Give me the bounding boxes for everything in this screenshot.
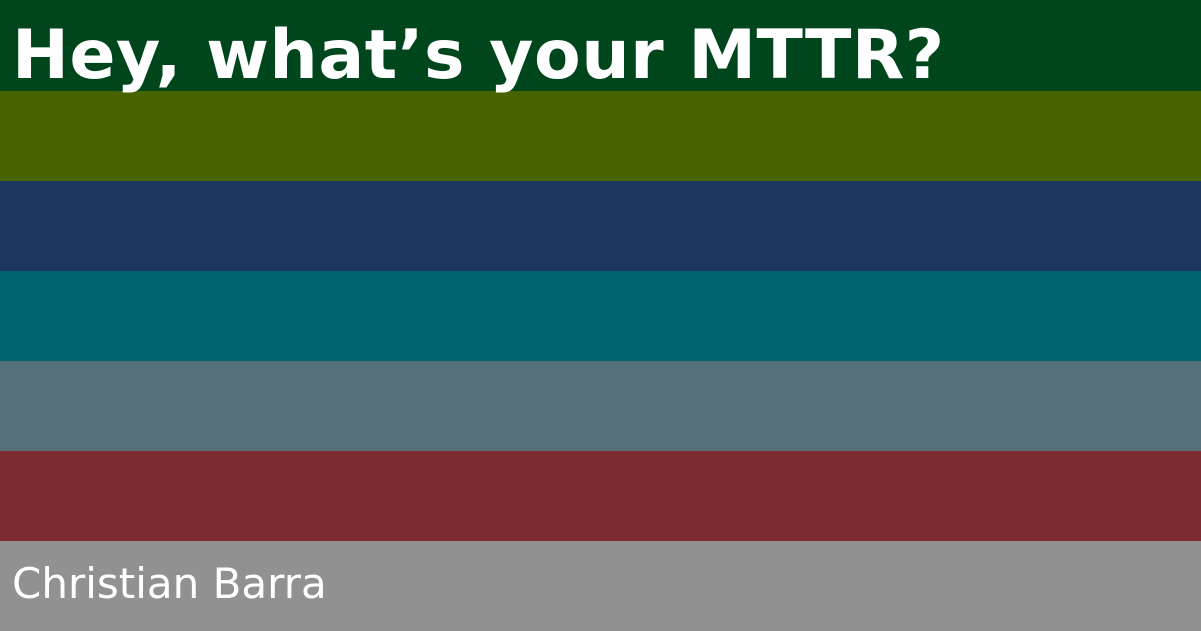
stripe-gray bbox=[0, 541, 1201, 631]
stripe-dark-green bbox=[0, 0, 1201, 91]
stripe-maroon bbox=[0, 451, 1201, 541]
page-title: Hey, what’s your MTTR? bbox=[12, 16, 945, 95]
stripe-teal bbox=[0, 271, 1201, 361]
author-name: Christian Barra bbox=[12, 559, 327, 608]
stripe-slate bbox=[0, 361, 1201, 451]
stripe-olive-green bbox=[0, 91, 1201, 181]
stripe-navy bbox=[0, 181, 1201, 271]
